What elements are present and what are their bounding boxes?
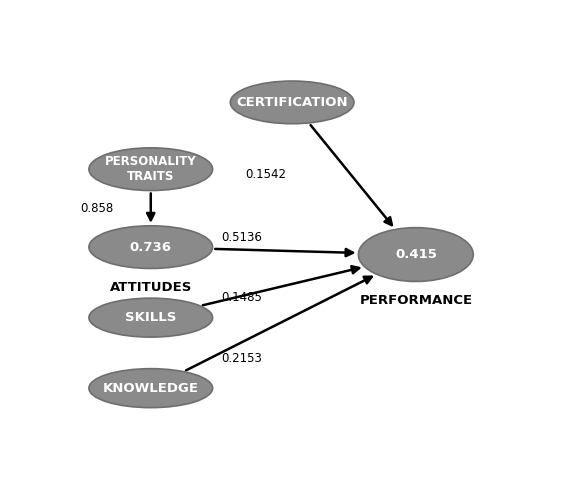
Text: 0.415: 0.415 [395,248,437,261]
Text: ATTITUDES: ATTITUDES [109,281,192,295]
Ellipse shape [230,81,354,124]
Text: PERSONALITY
TRAITS: PERSONALITY TRAITS [105,155,197,183]
Ellipse shape [89,226,213,268]
Text: SKILLS: SKILLS [125,311,177,324]
Text: 0.1542: 0.1542 [246,168,287,181]
Ellipse shape [89,369,213,408]
Text: KNOWLEDGE: KNOWLEDGE [103,382,199,395]
Ellipse shape [359,228,473,281]
Text: 0.1485: 0.1485 [222,291,262,304]
Text: 0.5136: 0.5136 [222,231,262,244]
Ellipse shape [89,298,213,337]
Text: 0.736: 0.736 [130,241,172,254]
Text: CERTIFICATION: CERTIFICATION [237,96,348,109]
Text: PERFORMANCE: PERFORMANCE [359,295,473,308]
Text: 0.858: 0.858 [80,201,113,214]
Ellipse shape [89,148,213,190]
Text: 0.2153: 0.2153 [222,352,262,365]
